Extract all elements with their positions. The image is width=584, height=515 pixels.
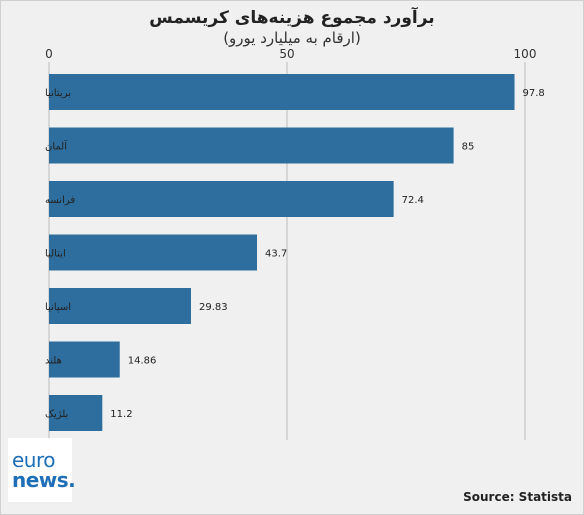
chart-subtitle: (ارقام به میلیارد یورو) xyxy=(223,29,361,47)
source-note: Source: Statista xyxy=(463,490,572,504)
logo-line-1: euro xyxy=(12,448,56,472)
x-tick-label-50: 50 xyxy=(279,47,294,61)
category-label-6: بلژیک xyxy=(45,409,68,420)
euronews-logo: euro news. xyxy=(8,438,76,502)
bar-6 xyxy=(49,395,103,431)
data-label-2: 72.4 xyxy=(402,195,424,206)
category-label-4: اسپانیا xyxy=(45,302,71,313)
bar-5 xyxy=(49,341,120,378)
bar-4 xyxy=(49,288,191,324)
chart-title: برآورد مجموع هزینه‌های کریسمس xyxy=(149,8,435,28)
bar-2 xyxy=(49,181,394,217)
data-label-1: 85 xyxy=(462,142,475,153)
data-label-4: 29.83 xyxy=(199,302,228,313)
bar-3 xyxy=(49,234,258,271)
category-label-5: هلند xyxy=(45,356,62,367)
logo-line-2: news. xyxy=(12,468,76,492)
bar-0 xyxy=(49,74,515,110)
x-tick-label-0: 0 xyxy=(45,47,53,61)
x-tick-label-100: 100 xyxy=(514,47,537,61)
category-label-2: فرانسه xyxy=(45,195,75,206)
data-label-6: 11.2 xyxy=(110,409,132,420)
data-label-3: 43.7 xyxy=(265,249,287,260)
category-label-1: آلمان xyxy=(45,140,68,153)
data-label-5: 14.86 xyxy=(128,356,157,367)
bar-1 xyxy=(49,127,454,164)
category-label-3: ایتالیا xyxy=(45,249,66,260)
category-label-0: بریتانیا xyxy=(45,88,71,99)
data-label-0: 97.8 xyxy=(523,88,545,99)
